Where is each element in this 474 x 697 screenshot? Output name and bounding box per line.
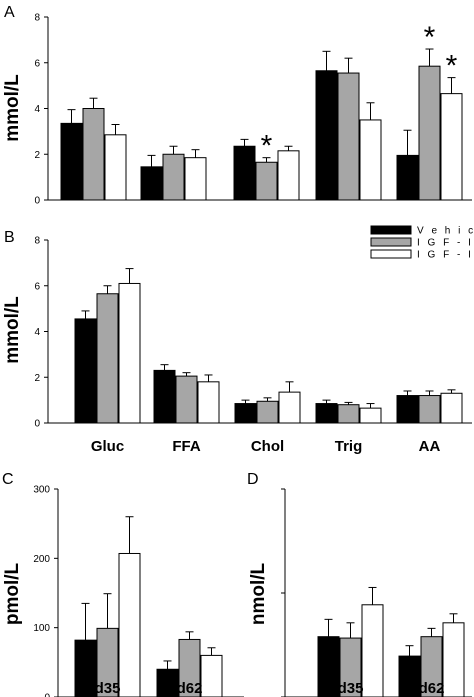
bar [418,65,441,201]
bar [82,108,105,201]
bar [234,403,257,424]
bar [315,403,338,424]
bar [200,654,223,697]
legend-label: V e h i c l e [417,226,474,237]
y-tick-label: 8 [34,236,40,247]
y-tick-label: 200 [33,554,50,565]
bar [184,157,207,201]
y-tick-label: 6 [34,281,40,292]
panel-label-d: D [247,471,259,488]
y-axis-label: mmol/L [2,296,23,364]
bar [197,381,220,424]
x-category-label: AA [419,438,441,455]
bar [398,655,421,697]
legend-label: I G F - I [417,238,473,249]
bar [118,552,141,697]
bar [440,93,463,201]
x-category-label: d35 [338,680,364,697]
panel-label-c: C [2,471,14,488]
y-tick-label: 2 [34,373,40,384]
y-tick-label: 8 [34,13,40,24]
legend-label: I G F - II [417,250,474,261]
bar [60,122,83,201]
y-axis-label: pmol/L [2,562,23,625]
bar [337,404,360,424]
bar [337,72,360,201]
legend-swatch [370,249,412,259]
y-tick-label: 6 [34,58,40,69]
significance-star: * [446,50,458,83]
bar [104,134,127,201]
x-category-label: FFA [172,438,200,455]
bar [175,375,198,424]
significance-star: * [261,130,273,163]
bar [442,622,465,697]
bar [361,604,384,697]
y-tick-label: 2 [34,150,40,161]
panel-label-b: B [4,229,15,246]
bar [74,318,97,424]
bar [396,154,419,201]
bar [278,391,301,424]
bar [233,145,256,201]
bar [418,395,441,424]
y-tick-label: 300 [33,485,50,496]
x-category-label: d62 [419,680,445,697]
y-tick-label: 0 [44,693,50,697]
bar [74,639,97,697]
y-tick-label: 0 [34,196,40,207]
y-tick-label: 4 [34,327,40,338]
bar [153,369,176,424]
bar [396,395,419,424]
y-tick-label: 0 [34,419,40,430]
bar [156,668,179,697]
x-category-label: Trig [335,438,363,455]
legend-swatch [370,237,412,247]
panel-label-a: A [4,4,15,21]
x-category-label: d35 [95,680,121,697]
bar [256,400,279,424]
bar [118,282,141,424]
significance-star: * [424,21,436,54]
bar [255,161,278,201]
bar [359,407,382,424]
y-tick-label: 100 [33,623,50,634]
y-axis-label: nmol/L [248,562,269,625]
x-category-label: Chol [251,438,284,455]
bar [359,119,382,201]
bar [440,392,463,424]
bar [162,153,185,201]
bar [277,150,300,201]
legend-swatch [370,225,412,235]
bar [317,636,340,697]
y-axis-label: mmol/L [2,74,23,142]
x-category-label: d62 [177,680,203,697]
x-category-label: Gluc [91,438,124,455]
bar [96,293,119,424]
bar [140,166,163,201]
bar [315,70,338,201]
y-tick-label: 4 [34,104,40,115]
